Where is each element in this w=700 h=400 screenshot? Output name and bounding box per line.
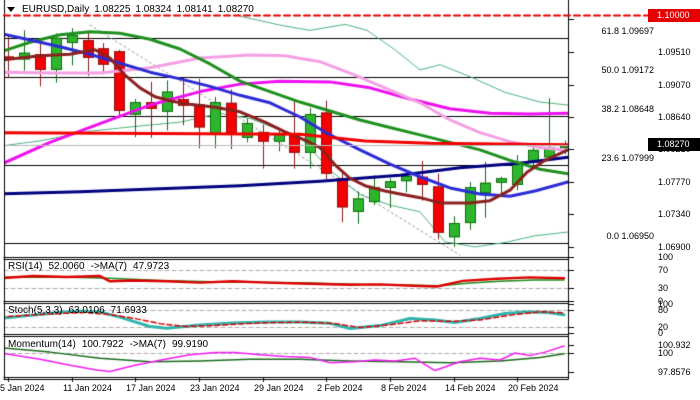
title-high-value: 1.08324: [135, 3, 172, 15]
price-alert-badge: 1.10000: [648, 8, 700, 22]
rsi-value: 52.0060: [48, 261, 85, 272]
chart-title-bar: EURUSD,Daily 1.08225 1.08324 1.08141 1.0…: [7, 3, 254, 15]
title-close-value: 1.08270: [217, 3, 254, 15]
rsi-ma-value: 47.9723: [133, 261, 170, 272]
rsi-indicator-label: RSI(14) 52.0060 ->MA(7) 47.9723: [8, 261, 169, 272]
fib-level-label: 50.0 1.09172: [601, 65, 654, 75]
date-tick-label: 23 Jan 2024: [190, 383, 240, 393]
indicator-scale-label: 100: [658, 299, 674, 309]
stoch-k-value: 63.0106: [68, 305, 105, 316]
date-tick-label: 29 Jan 2024: [254, 383, 304, 393]
symbol-dropdown-icon[interactable]: [7, 6, 15, 12]
momentum-ma-value: 99.9190: [171, 338, 209, 350]
date-tick-label: 8 Feb 2024: [381, 383, 427, 393]
date-tick-label: 11 Jan 2024: [63, 383, 112, 393]
momentum-indicator-label: Momentum(14) 100.7922 ->MA(7) 99.9190: [8, 339, 208, 350]
indicator-scale-label: 20: [658, 322, 669, 332]
momentum-name: Momentum(14): [8, 338, 76, 350]
price-tick-label: 1.09510: [658, 47, 691, 57]
indicator-scale-label: 97.8576: [658, 367, 691, 377]
date-tick-label: 5 Jan 2024: [0, 383, 45, 393]
fib-level-label: 38.2 1.08648: [601, 104, 654, 114]
stoch-name: Stoch(5,3,3): [8, 305, 63, 316]
indicator-scale-label: 100.932: [658, 340, 691, 350]
fib-level-label: 23.6 1.07999: [601, 153, 654, 163]
date-tick-label: 20 Feb 2024: [508, 383, 559, 393]
title-open-value: 1.08225: [94, 3, 131, 15]
indicator-scale-label: 100: [658, 348, 674, 358]
indicator-scale-label: 0: [658, 328, 664, 338]
fib-level-label: 61.8 1.09697: [601, 26, 654, 36]
indicator-scale-label: 30: [658, 283, 669, 293]
indicator-scale-label: 80: [658, 305, 669, 315]
fib-level-label: 0.0 1.06950: [606, 231, 654, 241]
current-price-badge: 1.08270: [648, 138, 700, 152]
price-tick-label: 1.08640: [658, 112, 691, 122]
rsi-ma-name: ->MA(7): [90, 261, 128, 272]
stoch-d-value: 71.6933: [110, 305, 147, 316]
indicator-scale-label: 0: [658, 296, 664, 306]
date-tick-label: 14 Feb 2024: [445, 383, 496, 393]
date-tick-label: 17 Jan 2024: [126, 383, 176, 393]
momentum-value: 100.7922: [81, 338, 124, 350]
title-low-value: 1.08141: [176, 3, 213, 15]
indicator-scale-label: 100: [658, 252, 674, 262]
price-tick-label: 1.07770: [658, 177, 691, 187]
stochastic-indicator-label: Stoch(5,3,3) 63.0106 71.6933: [8, 305, 147, 316]
indicator-scale-label: 70: [658, 265, 669, 275]
date-tick-label: 2 Feb 2024: [317, 383, 363, 393]
symbol-timeframe-label: EURUSD,Daily: [22, 3, 90, 15]
rsi-name: RSI(14): [8, 261, 43, 272]
price-tick-label: 1.06900: [658, 242, 691, 252]
momentum-ma-name: ->MA(7): [129, 338, 166, 350]
price-tick-label: 1.07340: [658, 209, 691, 219]
price-tick-label: 1.09070: [658, 80, 691, 90]
